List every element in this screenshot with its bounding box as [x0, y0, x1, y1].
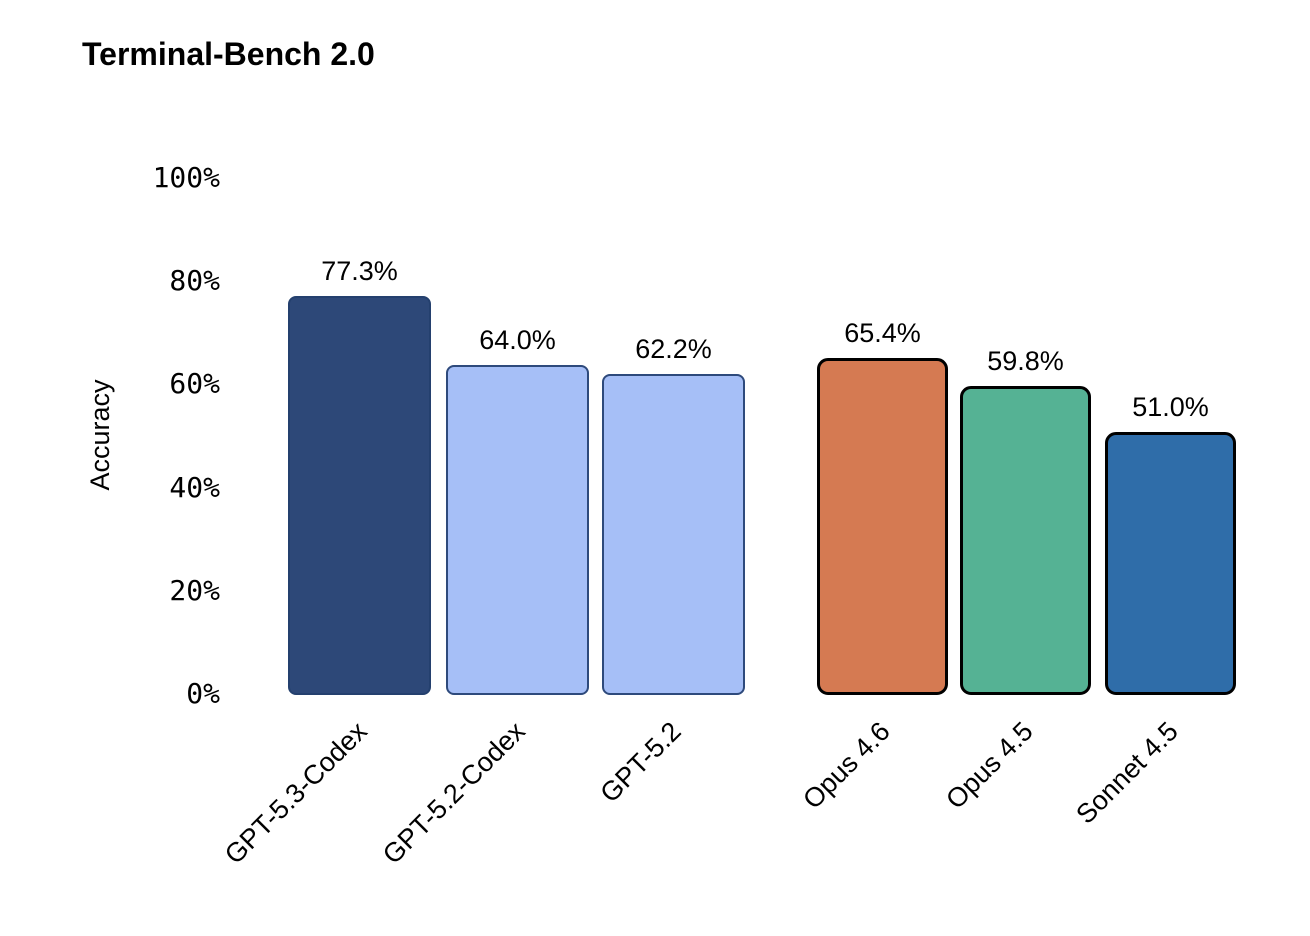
y-tick-label: 40%: [169, 470, 220, 504]
y-tick-label: 100%: [152, 161, 220, 194]
x-tick-label: Opus 4.5: [940, 716, 1039, 815]
bar-value-label: 65.4%: [844, 318, 921, 348]
bar-value-label: 59.8%: [987, 346, 1064, 376]
y-axis-label: Accuracy: [85, 379, 115, 491]
x-tick-label: GPT-5.2-Codex: [376, 716, 531, 870]
bar-value-label: 64.0%: [479, 325, 556, 355]
bar-opus-4-6: [817, 358, 948, 695]
bar-sonnet-4-5: [1105, 432, 1236, 695]
x-tick-label: GPT-5.3-Codex: [218, 716, 373, 870]
x-tick-label: GPT-5.2: [594, 716, 687, 809]
bar-value-label: 77.3%: [321, 256, 398, 286]
x-tick-label: Sonnet 4.5: [1070, 716, 1184, 830]
bar-gpt-5-2: [602, 374, 745, 695]
bar-value-label: 51.0%: [1132, 392, 1209, 422]
chart-title: Terminal-Bench 2.0: [82, 36, 375, 72]
bar-gpt-5-2-codex: [446, 365, 589, 695]
bar-opus-4-5: [960, 386, 1091, 695]
bar-gpt-5-3-codex: [288, 296, 431, 695]
y-tick-label: 20%: [169, 573, 220, 607]
y-tick-label: 80%: [169, 264, 220, 298]
bar-value-label: 62.2%: [635, 334, 712, 364]
y-tick-label: 60%: [169, 367, 220, 401]
x-tick-label: Opus 4.6: [797, 716, 896, 815]
y-tick-label: 0%: [186, 677, 220, 710]
